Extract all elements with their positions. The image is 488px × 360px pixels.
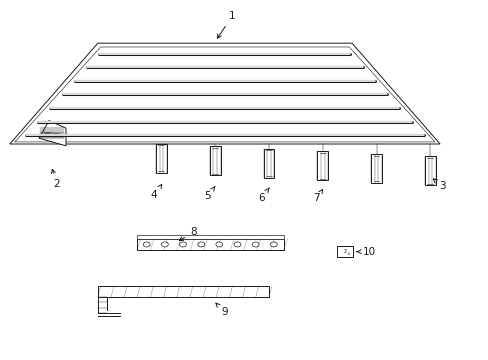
Text: 2: 2 xyxy=(343,249,346,254)
Circle shape xyxy=(216,242,223,247)
Text: 5: 5 xyxy=(204,186,215,201)
Text: 10: 10 xyxy=(356,247,375,257)
Text: 9: 9 xyxy=(216,303,228,318)
Circle shape xyxy=(252,242,259,247)
Polygon shape xyxy=(15,47,434,142)
Text: b: b xyxy=(347,252,349,256)
Text: 4: 4 xyxy=(150,184,162,201)
Polygon shape xyxy=(263,149,274,178)
FancyBboxPatch shape xyxy=(337,246,352,257)
Text: 3: 3 xyxy=(432,179,445,192)
Polygon shape xyxy=(137,235,283,239)
Polygon shape xyxy=(317,151,327,180)
Circle shape xyxy=(270,242,277,247)
Text: 1: 1 xyxy=(217,11,235,38)
Polygon shape xyxy=(10,43,439,144)
Text: 8: 8 xyxy=(179,227,196,240)
Text: 2: 2 xyxy=(51,169,60,189)
Circle shape xyxy=(179,242,186,247)
Text: 6: 6 xyxy=(258,188,269,203)
Circle shape xyxy=(234,242,241,247)
Circle shape xyxy=(161,242,168,247)
Polygon shape xyxy=(137,239,283,250)
Polygon shape xyxy=(98,286,268,297)
Polygon shape xyxy=(39,121,66,146)
Polygon shape xyxy=(209,146,220,175)
Text: 7: 7 xyxy=(313,189,322,203)
Circle shape xyxy=(143,242,150,247)
Polygon shape xyxy=(156,144,166,173)
Circle shape xyxy=(197,242,204,247)
Polygon shape xyxy=(424,156,435,185)
Polygon shape xyxy=(370,154,381,183)
